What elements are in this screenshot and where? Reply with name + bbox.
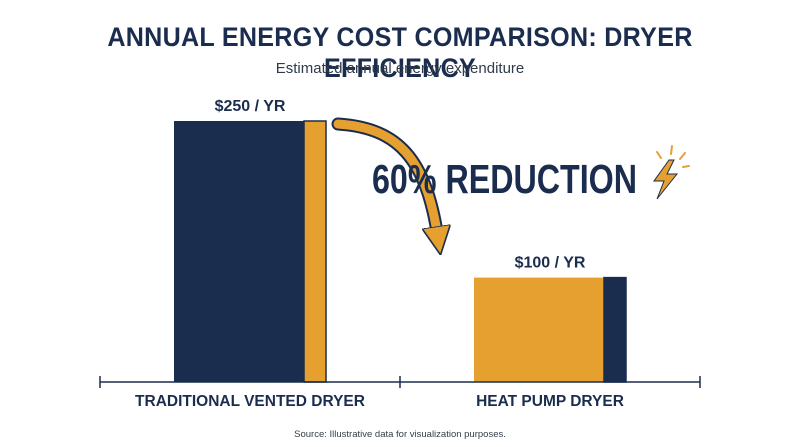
category-label-2: HEAT PUMP DRYER [476,393,624,410]
category-label-1: TRADITIONAL VENTED DRYER [135,393,365,410]
bar-2 [474,276,627,383]
reduction-annotation: 60% REDUCTION [372,156,637,202]
chart-title: ANNUAL ENERGY COST COMPARISON: DRYER EFF… [107,22,693,83]
chart-subtitle: Estimated annual energy expenditure [275,60,525,77]
bar-1 [174,120,327,383]
source-note: Source: Illustrative data for visualizat… [294,429,506,440]
bar-2-stripe [603,276,627,383]
bar-2-body [474,277,626,382]
bar-1-body [174,121,326,382]
value-label-1: $250 / YR [215,98,286,115]
value-label-2: $100 / YR [515,255,586,272]
bar-1-stripe [303,120,327,383]
lightning-bolt-icon [653,145,690,200]
reduction-arrow-fill [333,119,438,238]
